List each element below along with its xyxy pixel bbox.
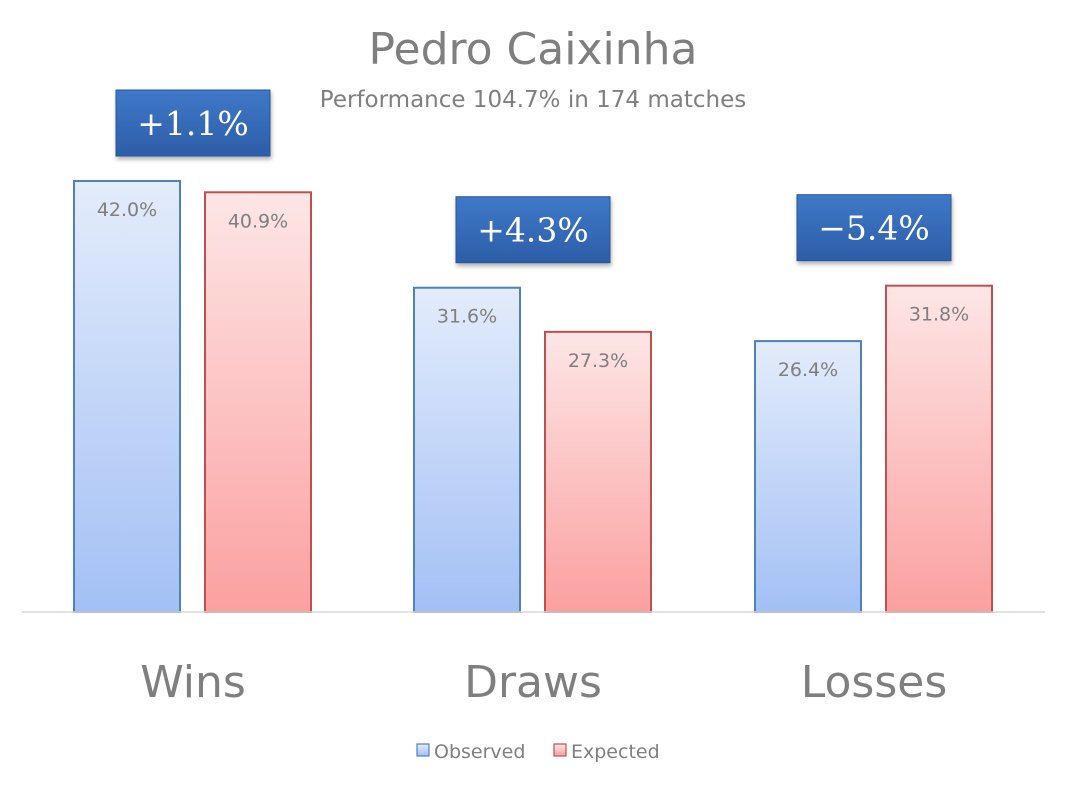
value-label-expected-losses: 31.8% [909, 304, 969, 326]
difference-label-losses: −5.4% [818, 209, 930, 248]
legend-swatch-expected [553, 743, 567, 757]
value-label-observed-wins: 42.0% [97, 199, 157, 221]
legend-label-expected: Expected [571, 741, 660, 763]
bar-expected-draws [544, 330, 652, 613]
value-label-expected-draws: 27.3% [568, 350, 628, 372]
difference-label-wins: +1.1% [137, 104, 249, 143]
legend-label-observed: Observed [434, 741, 525, 763]
value-label-expected-wins: 40.9% [228, 210, 288, 232]
category-labels-layer: Wins Draws Losses [140, 657, 947, 708]
legend: Observed Expected [416, 741, 660, 763]
difference-label-draws: +4.3% [477, 211, 589, 250]
difference-badge-losses [796, 194, 952, 262]
value-label-observed-draws: 31.6% [437, 306, 497, 328]
category-label-draws: Draws [464, 657, 602, 708]
category-label-wins: Wins [140, 657, 246, 708]
category-label-losses: Losses [801, 657, 948, 708]
legend-swatch-observed [416, 743, 430, 757]
bar-expected-losses [885, 284, 993, 613]
difference-badge-wins [115, 89, 271, 157]
value-labels-layer: 42.0% 40.9% 31.6% 27.3% 26.4% 31.8% [97, 199, 969, 381]
chart-subtitle: Performance 104.7% in 174 matches [320, 87, 746, 113]
difference-badge-draws [455, 196, 611, 264]
bar-observed-draws [413, 286, 521, 613]
value-label-observed-losses: 26.4% [778, 359, 838, 381]
bars-layer [73, 180, 993, 614]
bar-expected-wins [204, 191, 312, 614]
bar-observed-losses [754, 340, 862, 613]
difference-badges-layer: +1.1% +4.3% −5.4% [115, 89, 952, 264]
chart-title: Pedro Caixinha [369, 24, 698, 75]
bar-observed-wins [73, 180, 181, 613]
